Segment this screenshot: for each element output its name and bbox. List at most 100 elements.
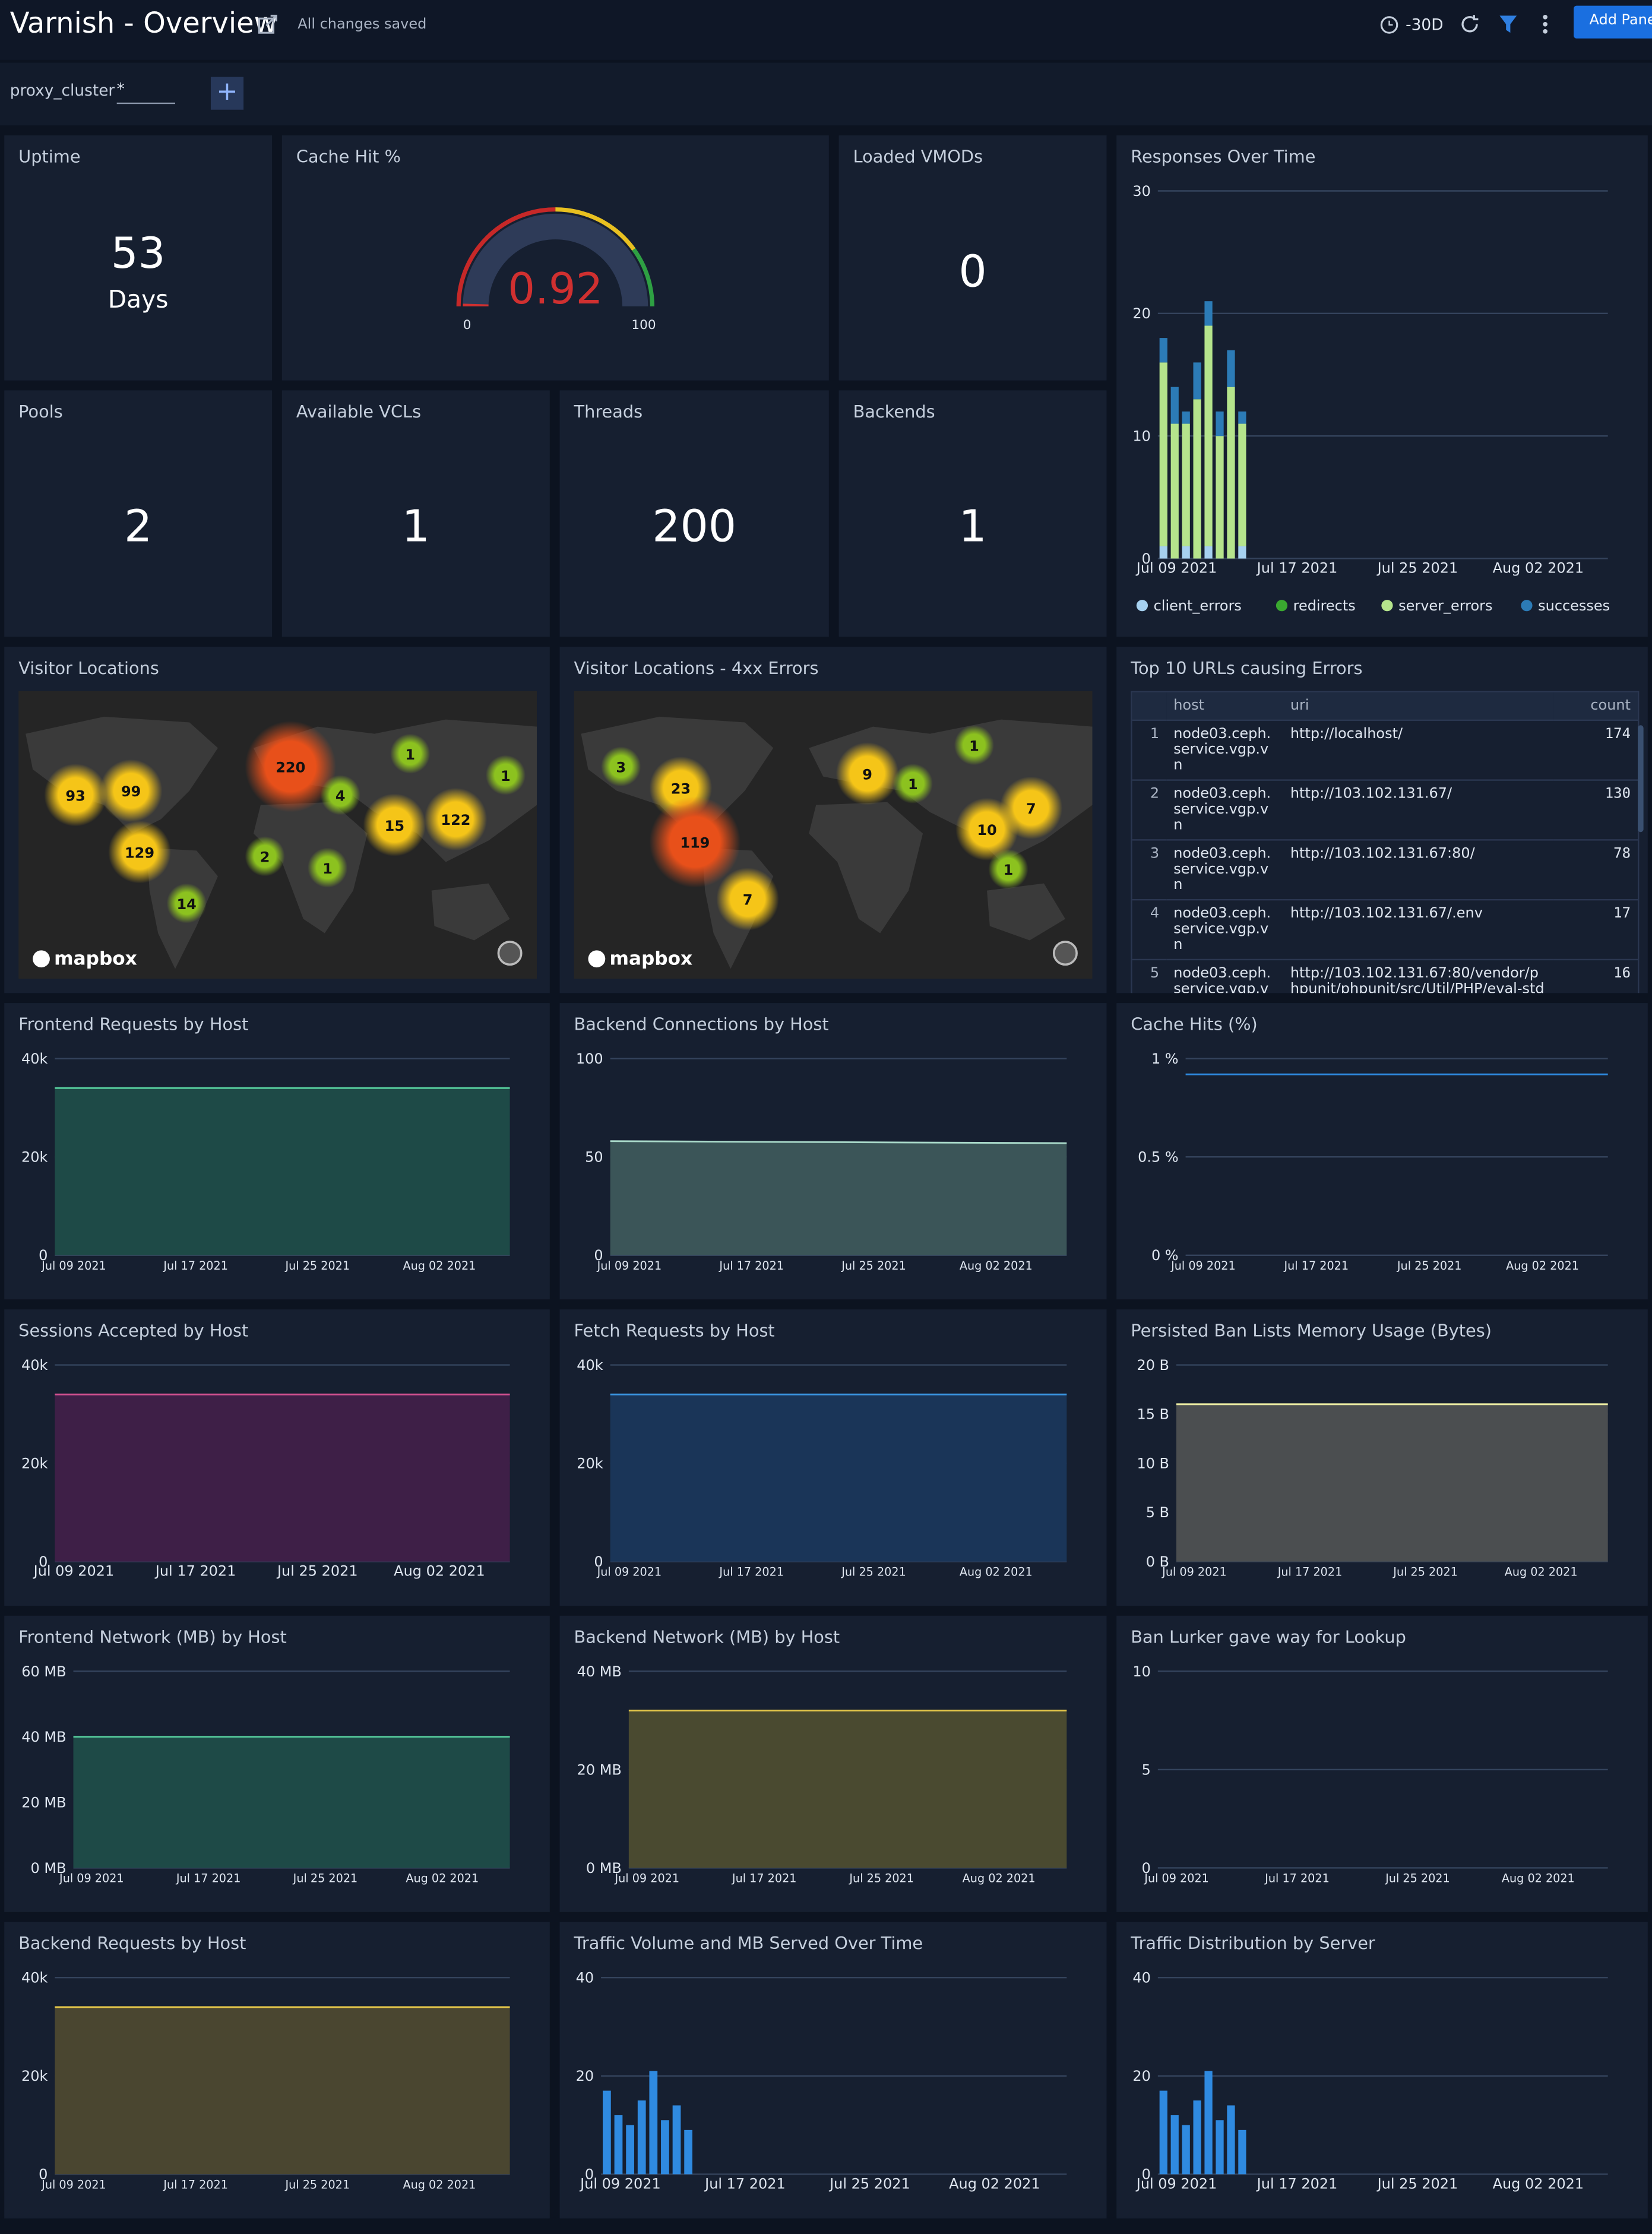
filter-icon[interactable] xyxy=(1498,14,1518,34)
y-tick-label: 20 MB xyxy=(21,1795,66,1811)
share-icon[interactable] xyxy=(258,14,278,34)
host-cell: node03.ceph.service.vgp.vn xyxy=(1166,840,1283,901)
chart: 0 10 20 30 Jul 09 2021 Jul 17 2021 Jul 25 2021… xyxy=(1132,183,1610,614)
clock-icon[interactable] xyxy=(1380,15,1398,34)
marker xyxy=(893,764,933,804)
x-tick-label: Jul 09 2021 xyxy=(579,2175,661,2192)
y-tick-label: 20 xyxy=(576,2068,594,2084)
stat-panel: Available VCLs 1 xyxy=(281,390,550,637)
uri-cell: http://103.102.131.67/ xyxy=(1283,780,1554,841)
y-tick-label: 100 xyxy=(576,1050,603,1067)
map-panel: Visitor Locations 220 99 93 1 4 1 15 122 129 2 1 14 m… xyxy=(4,647,550,993)
chart-panel: Traffic Distribution by Server 0 20 40 Jul 0… xyxy=(1116,1922,1648,2219)
y-tick-label: 20k xyxy=(21,1149,48,1166)
marker-count: 15 xyxy=(385,818,404,834)
bar xyxy=(1238,546,1246,559)
stat-value: 53 xyxy=(110,229,166,280)
marker xyxy=(390,733,431,774)
gauge-panel: Cache Hit % 0.92 0 100 xyxy=(281,135,829,381)
marker-count: 1 xyxy=(405,746,415,763)
y-tick-label: 0.5 % xyxy=(1138,1149,1179,1166)
panel-title: Frontend Network (MB) by Host xyxy=(18,1627,287,1647)
time-range[interactable]: -30D xyxy=(1406,15,1444,34)
chart-panel: Frontend Network (MB) by Host 0 MB 20 MB 40… xyxy=(4,1615,550,1912)
bar xyxy=(661,2120,669,2175)
bar xyxy=(1182,423,1190,546)
y-tick-label: 40k xyxy=(21,1357,48,1374)
x-tick-label: Jul 25 2021 xyxy=(841,1259,906,1273)
count-cell: 16 xyxy=(1553,959,1638,993)
bar xyxy=(1193,399,1201,559)
add-panel-button[interactable]: Add Panel xyxy=(1574,5,1652,39)
dashboard-title: Varnish - Overview xyxy=(10,5,277,40)
marker xyxy=(485,755,526,795)
marker xyxy=(108,820,171,884)
gauge-band xyxy=(632,248,655,306)
stat-value: 1 xyxy=(401,501,430,553)
chart-panel: Traffic Volume and MB Served Over Time 0 2… xyxy=(559,1922,1107,2219)
marker-count: 2 xyxy=(260,849,270,866)
count-cell: 17 xyxy=(1553,900,1638,961)
y-tick-label: 0 xyxy=(594,1553,603,1570)
bar xyxy=(1216,411,1224,436)
bar xyxy=(1182,2125,1190,2175)
uri-cell: http://103.102.131.67:80/vendor/phpunit/… xyxy=(1283,959,1554,993)
chart: 0 20k 40k Jul 09 2021 Jul 17 2021 Jul 25 2021… xyxy=(21,1970,510,2191)
y-tick-label: 20 MB xyxy=(577,1761,622,1778)
x-tick-label: Aug 02 2021 xyxy=(1506,1259,1579,1273)
bar xyxy=(1204,301,1213,326)
y-tick-label: 40k xyxy=(577,1357,603,1374)
panel-title: Fetch Requests by Host xyxy=(574,1321,775,1341)
marker-count: 3 xyxy=(616,759,626,776)
bar xyxy=(1159,338,1167,363)
add-filter-button[interactable]: + xyxy=(210,77,244,110)
y-tick-label: 15 B xyxy=(1137,1406,1169,1423)
header-cell xyxy=(1132,692,1167,722)
marker-count: 220 xyxy=(276,759,305,776)
x-tick-label: Jul 17 2021 xyxy=(176,1871,241,1885)
area xyxy=(628,1710,1067,1868)
x-tick-label: Jul 25 2021 xyxy=(293,1871,358,1885)
more-icon[interactable] xyxy=(1538,13,1552,36)
info-icon xyxy=(1052,941,1078,966)
marker-count: 1 xyxy=(969,738,979,754)
chart: 0 B 5 B 10 B 15 B 20 B Jul 09 2021 Jul 17 2021… xyxy=(1137,1357,1608,1579)
count-cell: 78 xyxy=(1553,840,1638,901)
land xyxy=(431,883,510,941)
panel-title: Pools xyxy=(18,401,63,422)
x-tick-label: Jul 17 2021 xyxy=(1277,1565,1343,1579)
y-tick-label: 10 B xyxy=(1137,1455,1169,1472)
panel-title: Sessions Accepted by Host xyxy=(18,1321,249,1341)
y-tick-label: 0 % xyxy=(1151,1247,1179,1264)
bar xyxy=(1227,387,1235,559)
legend-swatch xyxy=(1381,600,1393,612)
x-tick-label: Jul 09 2021 xyxy=(597,1259,662,1273)
x-tick-label: Aug 02 2021 xyxy=(963,1871,1036,1885)
row-index: 4 xyxy=(1132,900,1167,961)
panel-title: Cache Hit % xyxy=(296,147,401,167)
x-tick-label: Aug 02 2021 xyxy=(1502,1871,1575,1885)
x-tick-label: Jul 25 2021 xyxy=(1376,560,1458,577)
filter-value[interactable]: * xyxy=(116,80,175,105)
x-tick-label: Aug 02 2021 xyxy=(960,1565,1033,1579)
y-tick-label: 0 xyxy=(39,1553,48,1570)
x-tick-label: Aug 02 2021 xyxy=(1493,560,1584,577)
refresh-icon[interactable] xyxy=(1460,14,1480,34)
chart-panel: Persisted Ban Lists Memory Usage (Bytes)… xyxy=(1116,1309,1648,1606)
marker-count: 122 xyxy=(441,812,470,828)
y-tick-label: 0 xyxy=(1142,1860,1151,1877)
table-row: 2 node03.ceph.service.vgp.vn http://103.10… xyxy=(1132,780,1638,841)
chart: 0 20k 40k Jul 09 2021 Jul 17 2021 Jul 25 2021… xyxy=(577,1357,1067,1579)
y-tick-label: 10 xyxy=(1132,428,1150,445)
marker xyxy=(99,759,163,822)
marker xyxy=(245,721,336,812)
count-cell: 130 xyxy=(1553,780,1638,841)
y-tick-label: 60 MB xyxy=(21,1663,66,1680)
marker xyxy=(716,868,779,931)
x-tick-label: Aug 02 2021 xyxy=(960,1259,1033,1273)
gauge-value-arc xyxy=(463,303,489,306)
chart: 0 20 40 Jul 09 2021 Jul 17 2021 Jul 25 2021 Au… xyxy=(1132,1970,1608,2192)
x-tick-label: Jul 17 2021 xyxy=(163,1259,228,1273)
bar xyxy=(1159,362,1167,546)
count-cell: 174 xyxy=(1553,720,1638,781)
